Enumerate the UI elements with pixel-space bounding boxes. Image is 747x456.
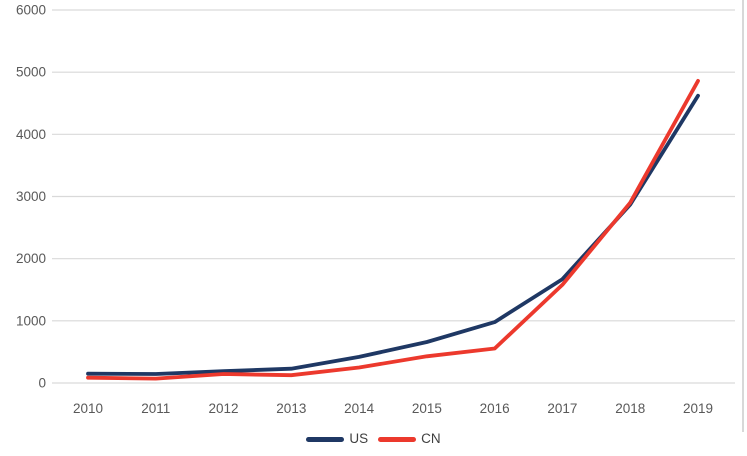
x-axis-tick-label: 2012 — [209, 401, 239, 416]
series-line-us — [86, 93, 700, 376]
y-axis-tick-label: 5000 — [16, 65, 46, 80]
y-axis-tick-label: 6000 — [16, 3, 46, 18]
screenshot-right-border — [742, 0, 744, 432]
y-axis-tick-label: 1000 — [16, 313, 46, 328]
y-axis-tick-label: 2000 — [16, 251, 46, 266]
legend-label-cn: CN — [421, 431, 441, 447]
legend-item-cn: CN — [378, 432, 441, 446]
x-axis-tick-label: 2010 — [73, 401, 103, 416]
x-axis-tick-label: 2017 — [547, 401, 577, 416]
series-line-cn — [86, 79, 700, 381]
x-axis-tick-label: 2018 — [615, 401, 645, 416]
legend: US CN — [0, 429, 747, 449]
y-axis-tick-label: 4000 — [16, 127, 46, 142]
x-axis-tick-label: 2011 — [141, 401, 170, 416]
legend-swatch-cn — [378, 436, 417, 442]
legend-swatch-us — [306, 436, 345, 442]
x-axis-tick-label: 2019 — [683, 401, 713, 416]
y-axis-tick-label: 0 — [38, 376, 46, 391]
x-axis-tick-label: 2013 — [276, 401, 306, 416]
legend-item-us: US — [306, 432, 368, 446]
x-axis-tick-label: 2014 — [344, 401, 375, 416]
x-axis-tick-label: 2015 — [412, 401, 442, 416]
legend-label-us: US — [349, 431, 369, 447]
y-axis-tick-label: 3000 — [16, 189, 46, 204]
x-axis-tick-label: 2016 — [480, 401, 510, 416]
